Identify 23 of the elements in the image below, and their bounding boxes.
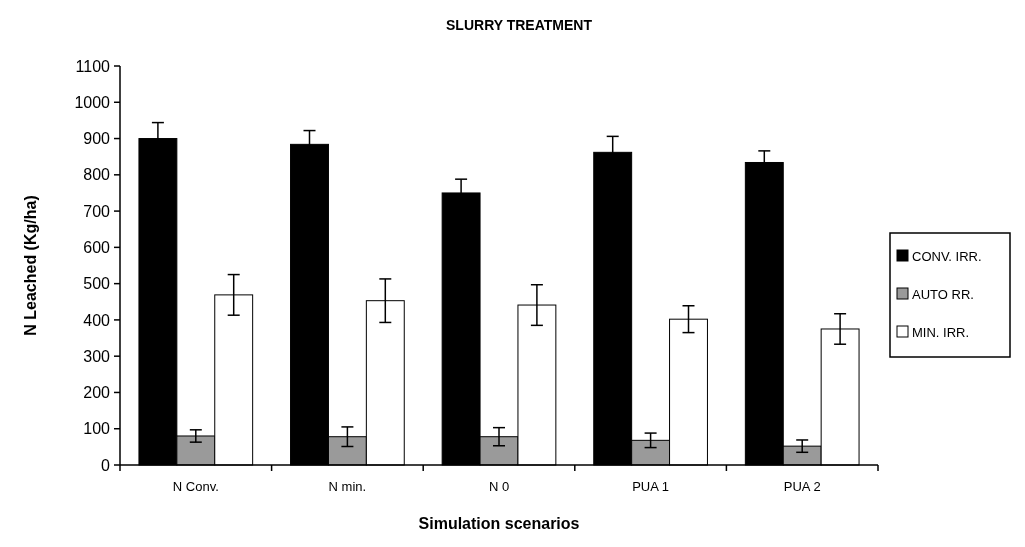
y-tick-label: 700 xyxy=(83,202,111,220)
y-tick-label: 800 xyxy=(83,166,111,184)
x-tick-label: PUA 2 xyxy=(783,479,821,494)
x-axis-title: Simulation scenarios xyxy=(418,515,580,532)
x-tick-label: N 0 xyxy=(488,479,510,494)
y-tick-label: 900 xyxy=(83,130,111,148)
legend-label: MIN. IRR. xyxy=(912,324,970,340)
y-tick-label: 200 xyxy=(83,384,111,402)
y-tick-label: 500 xyxy=(83,275,111,293)
y-tick-label: 400 xyxy=(83,311,111,329)
legend-label: CONV. IRR. xyxy=(912,248,982,264)
x-tick-label: N min. xyxy=(328,479,367,494)
x-tick-label: N Conv. xyxy=(172,479,219,494)
chart-title: SLURRY TREATMENT xyxy=(446,17,593,33)
y-tick-label: 1100 xyxy=(75,57,111,75)
y-tick-label: 1000 xyxy=(74,93,111,111)
x-tick-label: PUA 1 xyxy=(632,479,670,494)
y-tick-label: 600 xyxy=(83,238,111,256)
y-tick-label: 0 xyxy=(101,456,111,474)
y-axis-title: N Leached (Kg/ha) xyxy=(22,195,39,336)
y-tick-label: 300 xyxy=(83,347,111,365)
legend-label: AUTO RR. xyxy=(912,286,974,302)
y-tick-label: 100 xyxy=(83,420,111,438)
